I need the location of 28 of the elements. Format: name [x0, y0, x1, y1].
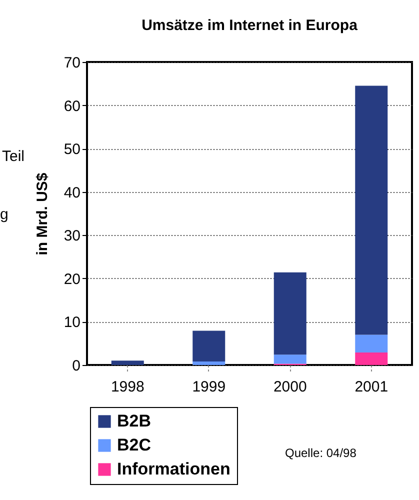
bar — [111, 360, 144, 365]
bar — [355, 334, 388, 352]
y-tick-label: 20 — [64, 270, 80, 288]
text: Teil — [2, 148, 25, 165]
x-tick-label: 1999 — [192, 378, 226, 396]
bar — [192, 330, 226, 362]
y-tick-label: 70 — [64, 54, 80, 72]
legend-label: B2C — [117, 436, 152, 454]
x-tick-label: 1998 — [110, 378, 144, 396]
y-axis-title: in Mrd. US$ — [34, 172, 51, 256]
text: g — [0, 206, 8, 223]
source-note: Quelle: 04/98 — [285, 446, 356, 460]
legend-label: B2B — [117, 412, 152, 430]
bar — [274, 354, 306, 364]
y-tick-label: 30 — [64, 228, 80, 245]
y-tick-label: 40 — [64, 184, 80, 202]
bar — [274, 272, 306, 355]
chart-title: Umsätze im Internet in Europa — [142, 17, 358, 34]
x-tick-label: 2000 — [273, 378, 307, 396]
bar — [192, 362, 226, 365]
legend-label: Informationen — [117, 460, 230, 478]
y-tick-label: 60 — [64, 98, 80, 115]
x-tick-label: 2001 — [354, 378, 388, 396]
bar — [355, 352, 388, 365]
bar — [355, 86, 388, 335]
y-tick-label: 50 — [64, 141, 80, 158]
y-tick-label: 0 — [72, 358, 80, 374]
y-tick-label: 10 — [64, 314, 80, 332]
